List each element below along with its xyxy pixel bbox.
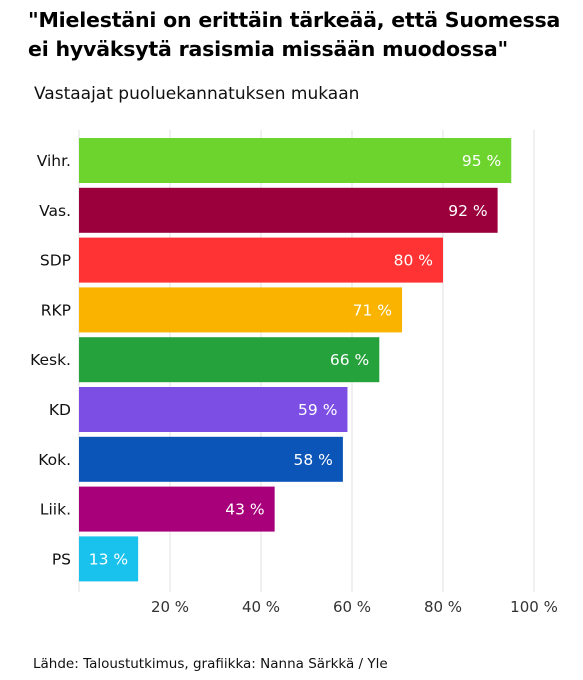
bar [79,138,512,183]
value-label: 95 % [462,152,501,170]
x-tick-label: 100 % [510,598,558,616]
category-label: Kesk. [30,351,71,369]
value-label: 66 % [330,351,369,369]
category-label: Kok. [38,451,71,469]
category-label: Vihr. [37,152,71,170]
x-tick-label: 80 % [424,598,462,616]
chart-subtitle: Vastaajat puoluekannatuksen mukaan [34,84,360,104]
bar [79,436,343,482]
value-label: 71 % [353,301,392,319]
category-label: RKP [41,301,71,319]
bar [79,187,498,233]
category-label: Liik. [40,501,71,519]
bar [79,337,380,383]
category-label: SDP [40,252,71,270]
value-label: 13 % [89,550,128,568]
bar [79,237,443,283]
value-label: 92 % [448,202,487,220]
value-label: 80 % [394,252,433,270]
bar [79,486,275,532]
x-tick-label: 40 % [242,598,280,616]
x-tick-label: 20 % [151,598,189,616]
chart-title: "Mielestäni on erittäin tärkeää, että Su… [28,8,561,61]
value-label: 59 % [298,401,337,419]
value-label: 43 % [225,501,264,519]
category-label: PS [52,550,71,568]
source-credit: Lähde: Taloustutkimus, grafiikka: Nanna … [33,656,388,672]
category-label: Vas. [39,202,71,220]
value-label: 58 % [294,451,333,469]
x-tick-label: 60 % [333,598,371,616]
category-label: KD [49,401,71,419]
bar [79,387,348,432]
bar [79,536,139,582]
bar [79,287,403,333]
